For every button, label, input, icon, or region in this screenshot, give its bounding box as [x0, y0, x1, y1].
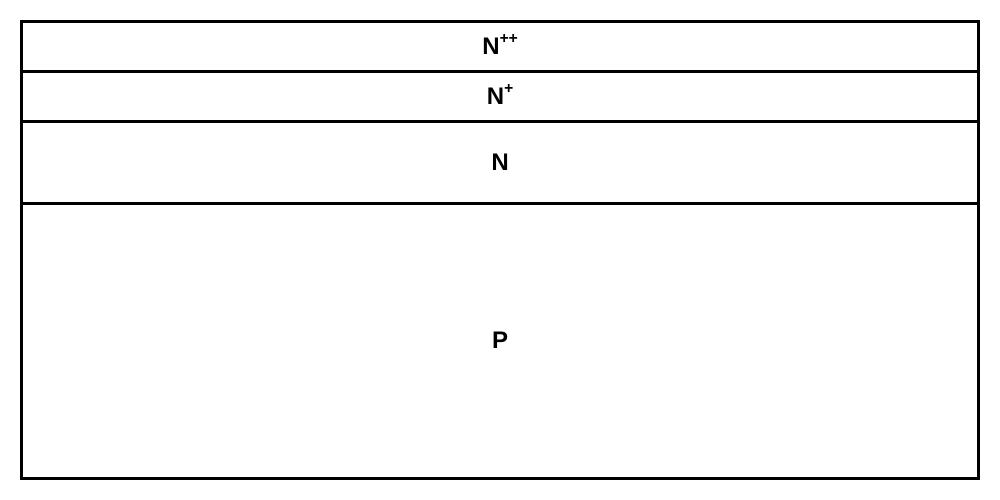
label-base: N: [482, 33, 499, 60]
layer-label: N: [491, 148, 508, 177]
layer-label: N++: [482, 32, 518, 61]
semiconductor-layer-diagram: N++ N+ N P: [20, 20, 980, 480]
layer-label: P: [492, 326, 508, 355]
layer-n-plus: N+: [23, 73, 977, 123]
label-base: P: [492, 327, 508, 354]
layer-p: P: [23, 205, 977, 477]
label-superscript: +: [504, 80, 513, 97]
layer-n: N: [23, 123, 977, 205]
label-superscript: ++: [500, 30, 518, 47]
label-base: N: [491, 149, 508, 176]
label-base: N: [487, 83, 504, 110]
layer-label: N+: [487, 82, 513, 111]
layer-n-plus-plus: N++: [23, 23, 977, 73]
